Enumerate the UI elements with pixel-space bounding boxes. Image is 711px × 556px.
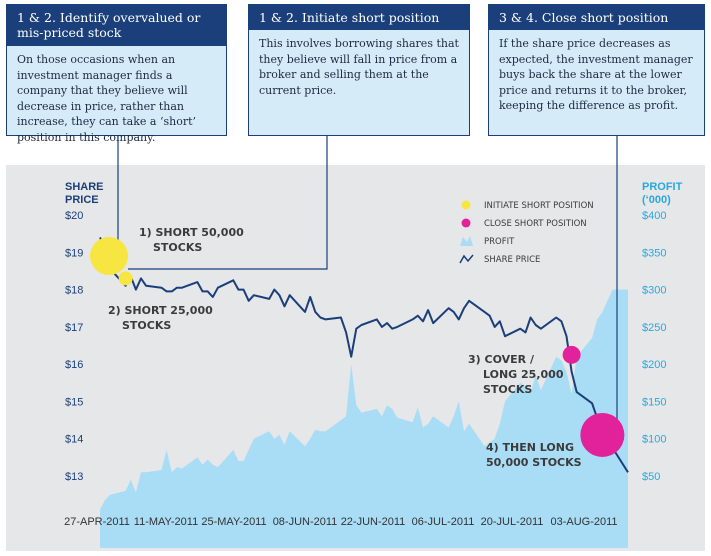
- left-tick-label: $15: [65, 396, 83, 408]
- callout-title: 1 & 2. Initiate short position: [249, 5, 469, 30]
- right-tick-label: $100: [642, 434, 666, 446]
- left-tick-label: $14: [65, 434, 83, 446]
- x-tick-label: 11-MAY-2011: [134, 516, 198, 528]
- annotation-then-long: 4) THEN LONG: [486, 441, 574, 454]
- right-tick-label: $250: [642, 322, 666, 334]
- annotation-cover: 3) COVER /: [468, 353, 535, 366]
- left-tick-label: $17: [65, 322, 83, 334]
- left-tick-label: $19: [65, 247, 83, 259]
- right-tick-label: $350: [642, 247, 666, 259]
- leader-line: [128, 136, 328, 270]
- left-tick-label: $18: [65, 285, 83, 297]
- right-tick-label: $400: [642, 210, 666, 222]
- legend-label: SHARE PRICE: [484, 255, 540, 265]
- x-tick-label: 08-JUN-2011: [273, 516, 338, 528]
- right-tick-label: $150: [642, 396, 666, 408]
- x-tick-label: 25-MAY-2011: [201, 516, 266, 528]
- close-marker: [580, 412, 625, 457]
- x-tick-label: 27-APR-2011: [64, 516, 130, 528]
- annotation-short-50000: 1) SHORT 50,000: [139, 226, 244, 239]
- left-tick-label: $13: [65, 471, 83, 483]
- profit-area: [100, 289, 628, 548]
- right-tick-label: $50: [642, 471, 660, 483]
- annotation-short-25000: STOCKS: [122, 319, 171, 332]
- right-tick-label: $300: [642, 285, 666, 297]
- annotation-cover: LONG 25,000: [483, 368, 564, 381]
- share-price-line: [99, 236, 629, 473]
- legend-close-swatch: [461, 218, 471, 228]
- left-axis-label: SHARE: [65, 181, 104, 193]
- callout-title: 3 & 4. Close short position: [489, 5, 704, 30]
- left-tick-label: $16: [65, 359, 83, 371]
- callout-title: 1 & 2. Identify overvalued or mis-priced…: [7, 5, 226, 46]
- x-tick-label: 22-JUN-2011: [341, 516, 406, 528]
- callout-body: On those occasions when an investment ma…: [17, 53, 196, 144]
- x-tick-label: 06-JUL-2011: [412, 516, 475, 528]
- legend-label: PROFIT: [484, 237, 515, 247]
- right-tick-label: $200: [642, 359, 666, 371]
- callout-box-identify: 1 & 2. Identify overvalued or mis-priced…: [6, 4, 227, 144]
- right-axis-label: (‘000): [642, 194, 671, 206]
- right-axis-label: PROFIT: [642, 181, 683, 193]
- callout-box-close: 3 & 4. Close short position If the share…: [488, 4, 705, 136]
- callout-box-initiate: 1 & 2. Initiate short position This invo…: [248, 4, 470, 136]
- initiate-marker: [90, 237, 128, 276]
- x-tick-label: 03-AUG-2011: [550, 516, 617, 528]
- left-tick-label: $20: [65, 210, 83, 222]
- annotation-cover: STOCKS: [483, 383, 532, 396]
- left-axis-label: PRICE: [65, 194, 99, 206]
- annotation-short-25000: 2) SHORT 25,000: [108, 304, 213, 317]
- callout-body: This involves borrowing shares that they…: [259, 37, 459, 97]
- initiate-marker: [118, 271, 133, 286]
- legend-price-swatch: [459, 254, 474, 264]
- x-tick-label: 20-JUL-2011: [481, 516, 544, 528]
- legend-initiate-swatch: [461, 200, 471, 210]
- annotation-short-50000: STOCKS: [153, 241, 202, 254]
- close-marker: [562, 345, 581, 364]
- legend-profit-swatch: [460, 236, 473, 246]
- legend-label: CLOSE SHORT POSITION: [484, 219, 587, 229]
- callout-body: If the share price decreases as expected…: [499, 37, 693, 112]
- annotation-then-long: 50,000 STOCKS: [486, 456, 582, 469]
- legend-label: INITIATE SHORT POSITION: [484, 201, 594, 211]
